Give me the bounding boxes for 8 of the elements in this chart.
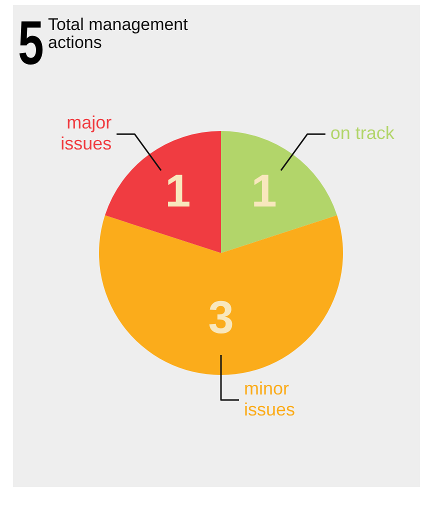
slice-label: major issues (60, 112, 112, 154)
data-label: 3 (208, 290, 234, 343)
slice-label: on track (330, 123, 396, 144)
chart-title: 5 (18, 9, 42, 78)
slice-label: minor issues (244, 378, 296, 420)
data-label: 1 (251, 164, 277, 216)
chart-subtitle: Total management actions (48, 15, 188, 52)
data-label: 1 (165, 164, 191, 216)
